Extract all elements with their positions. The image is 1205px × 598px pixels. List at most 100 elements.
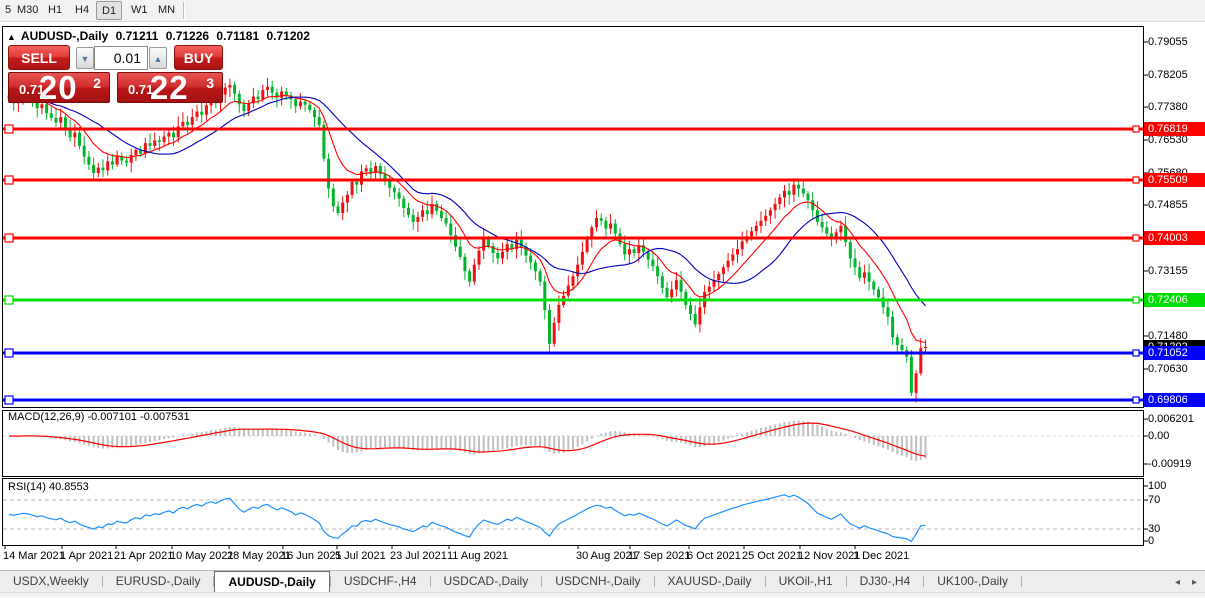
- tab-usdchf-h4[interactable]: USDCHF-,H4: [343, 574, 417, 588]
- volume-increase-button[interactable]: ▲: [149, 47, 167, 69]
- candle-body: [233, 84, 237, 94]
- candle-body: [336, 206, 340, 214]
- candle-body: [806, 193, 810, 201]
- hline-price-badge[interactable]: 0.74003: [1144, 231, 1205, 245]
- line-drag-handle[interactable]: [4, 175, 14, 185]
- ohlc-high: 0.71226: [165, 29, 210, 43]
- date-axis-label: 1 Dec 2021: [853, 550, 910, 562]
- date-axis-label: 30 Aug 2021: [576, 550, 638, 562]
- tab-ukoil-h1[interactable]: UKOil-,H1: [778, 574, 833, 588]
- tab-uk100-daily[interactable]: UK100-,Daily: [937, 574, 1008, 588]
- ohlc-close: 0.71202: [266, 29, 310, 43]
- timeframe-button-mn[interactable]: MN: [158, 4, 176, 16]
- volume-decrease-button[interactable]: ▼: [76, 47, 94, 69]
- date-axis-label: 12 Nov 2021: [798, 550, 861, 562]
- line-drag-handle[interactable]: [4, 233, 14, 243]
- candle-body: [435, 204, 439, 212]
- line-drag-handle[interactable]: [4, 295, 14, 305]
- candle-body: [157, 140, 161, 142]
- line-axis-anchor: [1132, 234, 1140, 242]
- candle-body: [139, 149, 143, 154]
- sell-price-prefix: 0.71: [19, 82, 45, 97]
- candle-body: [576, 264, 580, 277]
- candle-body: [190, 117, 194, 125]
- candle-body: [63, 117, 67, 130]
- macd-axis-tick: 0.00: [1148, 430, 1170, 442]
- candle-body: [491, 245, 495, 253]
- hline-price-badge[interactable]: 0.76819: [1144, 122, 1205, 136]
- tab-usdcad-daily[interactable]: USDCAD-,Daily: [443, 574, 529, 588]
- timeframe-button-m30[interactable]: M30: [17, 4, 39, 16]
- tab-audusd-daily[interactable]: AUDUSD-,Daily: [214, 571, 330, 592]
- candle-body: [458, 246, 462, 257]
- candle-body: [726, 260, 730, 268]
- hline-price-badge[interactable]: 0.71052: [1144, 346, 1205, 360]
- candle-body: [331, 188, 335, 207]
- candle-body: [862, 272, 866, 278]
- candle-body: [768, 210, 772, 216]
- candle-body: [486, 239, 490, 246]
- tab-scroll-right-icon[interactable]: ▸: [1191, 576, 1197, 588]
- hline-price-badge[interactable]: 0.72406: [1144, 293, 1205, 307]
- collapse-triangle-icon[interactable]: ▲: [7, 32, 16, 42]
- sell-price-display[interactable]: 0.71 20 2: [8, 69, 110, 106]
- candle-body: [548, 310, 551, 344]
- ma-slow-line: [8, 96, 926, 307]
- tab-usdx-weekly[interactable]: USDX,Weekly: [13, 574, 89, 588]
- timeframe-button-w1[interactable]: W1: [131, 4, 148, 16]
- candle-body: [251, 96, 255, 104]
- candle-body: [552, 322, 556, 344]
- sell-price-big: 20: [38, 68, 78, 106]
- candle-body: [444, 218, 448, 224]
- rsi-line: [8, 494, 926, 543]
- sell-button[interactable]: SELL: [8, 45, 70, 70]
- tab-xauusd-daily[interactable]: XAUUSD-,Daily: [667, 574, 752, 588]
- tab-nav: ◂ ▸: [1175, 571, 1197, 593]
- candle-body: [844, 225, 848, 243]
- candle-body: [270, 86, 274, 93]
- buy-price-display[interactable]: 0.71 22 3: [117, 69, 223, 106]
- candle-body: [736, 249, 739, 255]
- candle-body: [585, 239, 589, 252]
- line-drag-handle[interactable]: [4, 124, 14, 134]
- candle-body: [529, 255, 533, 263]
- candle-body: [242, 104, 246, 111]
- timeframe-button-d1[interactable]: D1: [96, 1, 123, 20]
- rsi-axis-tick: 0: [1148, 535, 1155, 547]
- candle-body: [839, 225, 843, 233]
- hline-price-badge[interactable]: 0.75509: [1144, 173, 1205, 187]
- chart-canvas[interactable]: [0, 23, 1205, 569]
- candle-body: [651, 259, 655, 267]
- candle-body: [350, 181, 354, 195]
- candle-body: [430, 204, 434, 215]
- candle-body: [778, 197, 782, 205]
- candle-body: [392, 187, 396, 193]
- tab-scroll-left-icon[interactable]: ◂: [1174, 576, 1180, 588]
- timeframe-button-h1[interactable]: H1: [48, 4, 63, 16]
- candle-body: [919, 348, 923, 374]
- tab-usdcnh-daily[interactable]: USDCNH-,Daily: [555, 574, 641, 588]
- pane-border: [2, 26, 1144, 408]
- candle-body: [313, 110, 316, 118]
- chart-area: ▲ AUDUSD-,Daily 0.71211 0.71226 0.71181 0…: [0, 23, 1205, 569]
- tab-eurusd-daily[interactable]: EURUSD-,Daily: [115, 574, 201, 588]
- candle-body: [477, 250, 481, 265]
- candle-body: [604, 220, 608, 229]
- line-drag-handle[interactable]: [4, 348, 14, 358]
- candle-body: [754, 225, 758, 232]
- candle-body: [707, 286, 711, 292]
- candle-body: [298, 101, 302, 107]
- tab-dj30-h4[interactable]: DJ30-,H4: [859, 574, 911, 588]
- buy-button[interactable]: BUY: [174, 45, 223, 70]
- candle-body: [891, 316, 895, 338]
- timeframe-button-5[interactable]: 5: [5, 4, 12, 16]
- candle-body: [388, 180, 392, 188]
- hline-price-badge[interactable]: 0.69806: [1144, 393, 1205, 407]
- timeframe-button-h4[interactable]: H4: [75, 4, 90, 16]
- candle-body: [237, 93, 241, 105]
- volume-input[interactable]: [94, 46, 148, 70]
- line-drag-handle[interactable]: [4, 395, 14, 405]
- candle-body: [764, 215, 768, 221]
- candle-body: [759, 220, 763, 226]
